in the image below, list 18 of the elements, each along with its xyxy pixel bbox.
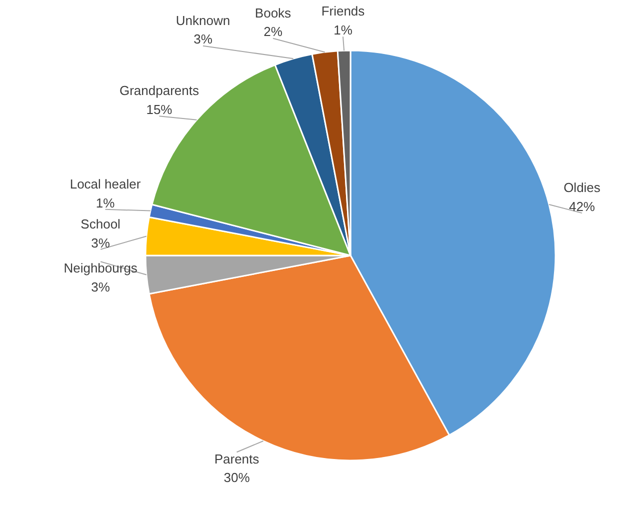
slice-label: Books: [254, 5, 292, 20]
data-label: 3%: [194, 32, 213, 47]
data-label: 1%: [96, 195, 116, 210]
slice-label: Grandparents: [119, 83, 200, 98]
data-label: 1%: [334, 22, 353, 38]
slice-label: Friends: [321, 4, 366, 19]
slice-label: Parents: [214, 451, 260, 466]
slice-label: Neighbourgs: [64, 260, 138, 276]
slice-label: Oldies: [564, 180, 601, 196]
slice-label: Unknown: [176, 12, 230, 28]
data-label: 30%: [224, 470, 250, 486]
data-label: 2%: [264, 24, 283, 40]
slice-label: School: [80, 216, 121, 232]
data-label: 3%: [91, 235, 110, 250]
data-label: 3%: [91, 279, 110, 294]
data-label: 42%: [568, 198, 596, 214]
data-label: 15%: [146, 102, 173, 117]
slice-label: Local healer: [70, 176, 142, 192]
